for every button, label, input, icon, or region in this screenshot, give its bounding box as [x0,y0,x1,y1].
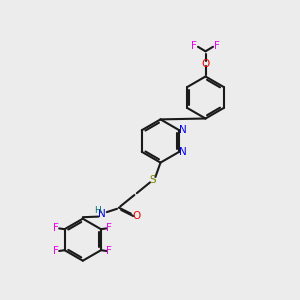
Text: H: H [94,206,101,215]
Text: F: F [53,223,59,233]
Text: N: N [98,209,106,219]
Text: O: O [133,211,141,221]
Text: F: F [106,223,112,233]
Text: N: N [179,147,187,158]
Text: F: F [106,246,112,256]
Text: F: F [53,246,59,256]
Text: N: N [179,124,187,135]
Text: O: O [201,59,210,69]
Text: S: S [150,175,156,185]
Text: F: F [191,41,197,51]
Text: F: F [214,41,220,51]
